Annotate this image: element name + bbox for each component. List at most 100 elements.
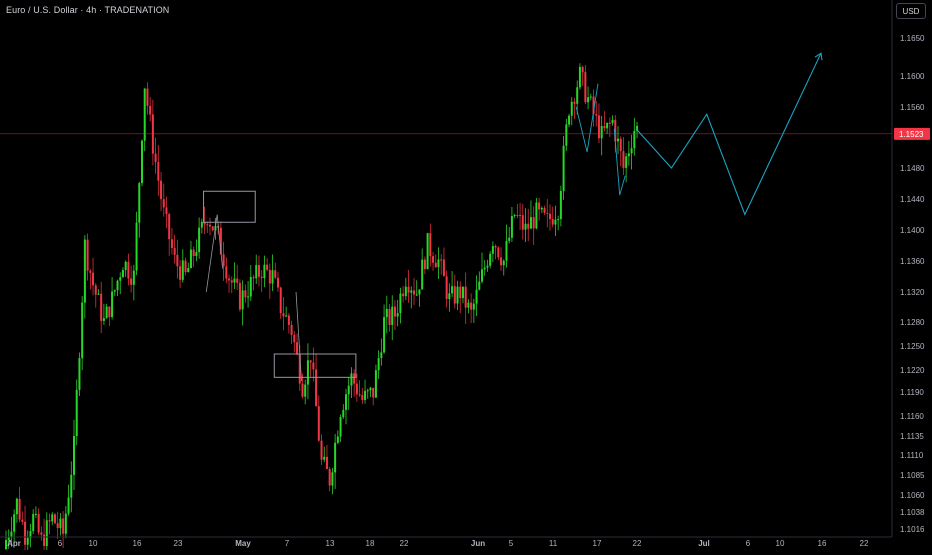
candle	[181, 249, 184, 283]
price-tick-label: 1.1360	[900, 257, 925, 266]
candle	[263, 255, 266, 288]
candle	[100, 281, 103, 334]
candle	[510, 206, 513, 242]
time-tick-label: 22	[860, 539, 869, 548]
candle	[162, 183, 165, 217]
candle	[323, 446, 326, 463]
candle	[151, 99, 154, 166]
candle	[423, 256, 426, 275]
candle	[331, 467, 334, 495]
price-tick-label: 1.1250	[900, 342, 925, 351]
candle	[516, 203, 519, 219]
price-tick-label: 1.1160	[900, 412, 924, 421]
candle	[505, 224, 508, 268]
candle	[374, 364, 377, 399]
candle	[478, 271, 481, 291]
candle	[581, 65, 584, 87]
candle	[339, 414, 342, 442]
annotation-box-2[interactable]	[273, 353, 357, 378]
price-tick-label: 1.1085	[900, 471, 925, 480]
candle	[434, 254, 437, 268]
candle	[89, 269, 92, 290]
time-tick-label: 6	[746, 539, 751, 548]
candle	[200, 218, 203, 234]
candle	[491, 241, 494, 263]
projection-zigzag[interactable]	[635, 52, 822, 216]
candle	[127, 253, 130, 286]
candle	[135, 211, 138, 276]
candle	[486, 259, 489, 272]
candle	[29, 523, 32, 548]
candle	[355, 373, 358, 402]
annotation-box-1[interactable]	[203, 190, 256, 223]
candle	[309, 360, 312, 377]
time-axis[interactable]: Apr 6 10 16 23 May 7 13 18 22 Jun 5 11 17 22 Jul 6 10 16 22	[7, 539, 869, 548]
candle	[141, 139, 143, 187]
time-tick-label: 16	[818, 539, 827, 548]
candle	[432, 251, 435, 271]
candle	[559, 185, 562, 227]
candle	[255, 254, 258, 284]
time-tick-label: Jul	[698, 539, 710, 548]
candle	[21, 511, 24, 525]
price-tick-label: 1.1560	[900, 103, 925, 112]
candle	[53, 512, 56, 525]
candle	[413, 278, 415, 305]
recent-arrow-icon	[613, 128, 626, 196]
arrow-up-icon[interactable]	[205, 214, 223, 293]
price-tick-label: 1.1220	[900, 366, 925, 375]
candle	[62, 511, 65, 548]
time-tick-label: Apr	[7, 539, 21, 548]
candle	[236, 264, 239, 290]
candlestick-series	[5, 63, 639, 555]
candle	[334, 433, 337, 489]
candle	[453, 274, 456, 309]
candle	[241, 280, 244, 326]
candle	[472, 298, 475, 324]
price-tick-label: 1.1480	[900, 164, 925, 173]
candle	[83, 235, 86, 319]
candle	[247, 280, 250, 308]
candle	[15, 497, 18, 523]
drawing-annotations[interactable]	[203, 190, 357, 382]
currency-button[interactable]: USD	[896, 3, 926, 19]
time-tick-label: 18	[366, 539, 375, 548]
candle	[45, 512, 48, 550]
candle	[306, 343, 309, 400]
candle	[451, 270, 454, 298]
candle	[130, 265, 133, 293]
candle	[627, 140, 630, 166]
candle	[312, 347, 315, 382]
candle	[489, 250, 492, 269]
candle	[97, 289, 100, 296]
candle	[630, 134, 633, 170]
candle	[529, 200, 532, 229]
candle	[18, 487, 21, 523]
candle	[625, 153, 628, 183]
time-tick-label: 7	[285, 539, 290, 548]
candle	[385, 295, 388, 334]
time-tick-label: May	[235, 539, 251, 548]
current-price-label: 1.1523	[899, 130, 924, 139]
candle	[377, 350, 380, 380]
time-tick-label: 10	[89, 539, 98, 548]
time-tick-label: 10	[776, 539, 785, 548]
arrow-down-icon[interactable]	[295, 291, 302, 382]
candle	[111, 277, 114, 320]
projection-path[interactable]	[575, 52, 823, 216]
candle	[399, 287, 402, 324]
candle	[554, 205, 557, 236]
candle	[494, 244, 497, 260]
candle	[105, 303, 108, 319]
candle	[380, 338, 383, 366]
recent-wave-icon	[575, 83, 599, 153]
price-axis[interactable]: 1.16501.16001.15601.15201.14801.14401.14…	[900, 34, 925, 534]
candle	[34, 506, 37, 518]
candle	[257, 255, 260, 287]
candle	[606, 122, 609, 134]
candle	[179, 259, 182, 288]
candle	[7, 529, 10, 549]
candle	[597, 103, 600, 144]
candle	[578, 63, 581, 90]
